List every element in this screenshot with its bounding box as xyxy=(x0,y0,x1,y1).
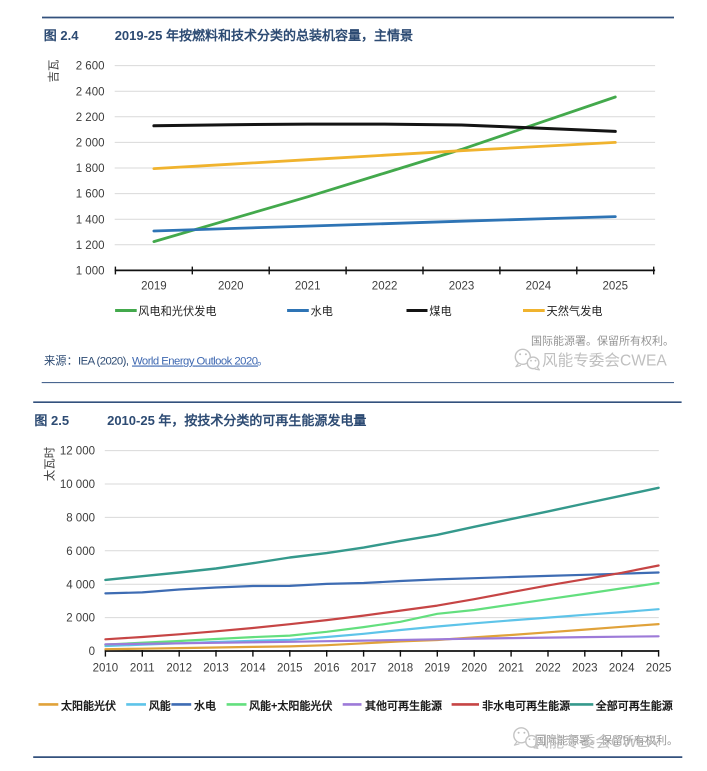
svg-text:国际能源署。保留所有权利。: 国际能源署。保留所有权利。 xyxy=(535,733,678,747)
svg-text:2019: 2019 xyxy=(425,663,451,675)
svg-text:国际能源署。保留所有权利。: 国际能源署。保留所有权利。 xyxy=(531,334,674,348)
svg-text:2023: 2023 xyxy=(572,663,598,675)
svg-text:风能专委会CWEA: 风能专委会CWEA xyxy=(542,352,667,370)
svg-text:风能专委会CWEA: 风能专委会CWEA xyxy=(533,733,658,751)
svg-text:风能: 风能 xyxy=(149,699,171,713)
svg-text:2025: 2025 xyxy=(646,663,672,675)
svg-text:。: 。 xyxy=(257,356,268,368)
svg-text:图 2.5: 图 2.5 xyxy=(34,413,69,428)
svg-text:1 400: 1 400 xyxy=(76,214,105,226)
svg-text:风能+太阳能光伏: 风能+太阳能光伏 xyxy=(249,699,332,713)
svg-text:2 600: 2 600 xyxy=(76,61,105,73)
svg-text:IEA (2020),: IEA (2020), xyxy=(78,356,129,368)
svg-text:2020: 2020 xyxy=(461,663,487,675)
svg-text:2019: 2019 xyxy=(141,281,167,293)
svg-text:2 400: 2 400 xyxy=(76,86,105,98)
svg-text:2011: 2011 xyxy=(130,663,155,675)
svg-text:2 000: 2 000 xyxy=(76,138,105,150)
svg-text:2014: 2014 xyxy=(240,663,266,675)
svg-text:太瓦时: 太瓦时 xyxy=(44,446,57,481)
svg-text:0: 0 xyxy=(89,646,95,658)
svg-text:全部可再生能源: 全部可再生能源 xyxy=(595,699,673,713)
svg-text:1 600: 1 600 xyxy=(76,189,105,201)
svg-text:2025: 2025 xyxy=(603,281,629,293)
svg-text:1 800: 1 800 xyxy=(76,163,105,175)
svg-text:2013: 2013 xyxy=(203,663,229,675)
svg-text:1 000: 1 000 xyxy=(76,266,105,278)
svg-text:水电: 水电 xyxy=(311,305,333,318)
svg-text:8 000: 8 000 xyxy=(66,513,95,525)
svg-text:2018: 2018 xyxy=(388,663,414,675)
svg-text:风电和光伏发电: 风电和光伏发电 xyxy=(138,304,216,318)
svg-text:World Energy Outlook 2020: World Energy Outlook 2020 xyxy=(132,356,258,368)
svg-text:太阳能光伏: 太阳能光伏 xyxy=(60,699,116,713)
svg-text:2 200: 2 200 xyxy=(76,112,105,124)
svg-text:2016: 2016 xyxy=(314,663,340,675)
svg-text:天然气发电: 天然气发电 xyxy=(547,304,603,318)
svg-text:2010-25 年，按技术分类的可再生能源发电量: 2010-25 年，按技术分类的可再生能源发电量 xyxy=(107,413,366,428)
svg-text:6 000: 6 000 xyxy=(66,546,95,558)
svg-text:2012: 2012 xyxy=(166,663,192,675)
svg-text:2021: 2021 xyxy=(295,281,321,293)
svg-text:吉瓦: 吉瓦 xyxy=(48,60,61,83)
svg-text:2015: 2015 xyxy=(277,663,303,675)
svg-text:2022: 2022 xyxy=(372,281,398,293)
svg-text:2022: 2022 xyxy=(535,663,561,675)
svg-text:12 000: 12 000 xyxy=(60,446,95,458)
svg-text:2020: 2020 xyxy=(218,281,244,293)
svg-text:2010: 2010 xyxy=(93,663,119,675)
svg-text:其他可再生能源: 其他可再生能源 xyxy=(365,699,442,713)
svg-text:1 200: 1 200 xyxy=(76,240,105,252)
svg-text:2017: 2017 xyxy=(351,663,377,675)
svg-text:2024: 2024 xyxy=(526,281,552,293)
svg-text:图 2.4: 图 2.4 xyxy=(44,28,79,43)
svg-text:2019-25 年按燃料和技术分类的总装机容量，主情景: 2019-25 年按燃料和技术分类的总装机容量，主情景 xyxy=(115,28,413,43)
svg-text:非水电可再生能源: 非水电可再生能源 xyxy=(482,699,570,713)
svg-text:2023: 2023 xyxy=(449,281,475,293)
svg-text:2024: 2024 xyxy=(609,663,635,675)
svg-text:水电: 水电 xyxy=(194,699,216,713)
svg-text:来源：: 来源： xyxy=(44,354,78,368)
svg-text:10 000: 10 000 xyxy=(60,479,95,491)
svg-text:2 000: 2 000 xyxy=(66,613,95,625)
svg-text:4 000: 4 000 xyxy=(66,579,95,591)
svg-text:2021: 2021 xyxy=(498,663,524,675)
svg-text:煤电: 煤电 xyxy=(429,305,451,318)
